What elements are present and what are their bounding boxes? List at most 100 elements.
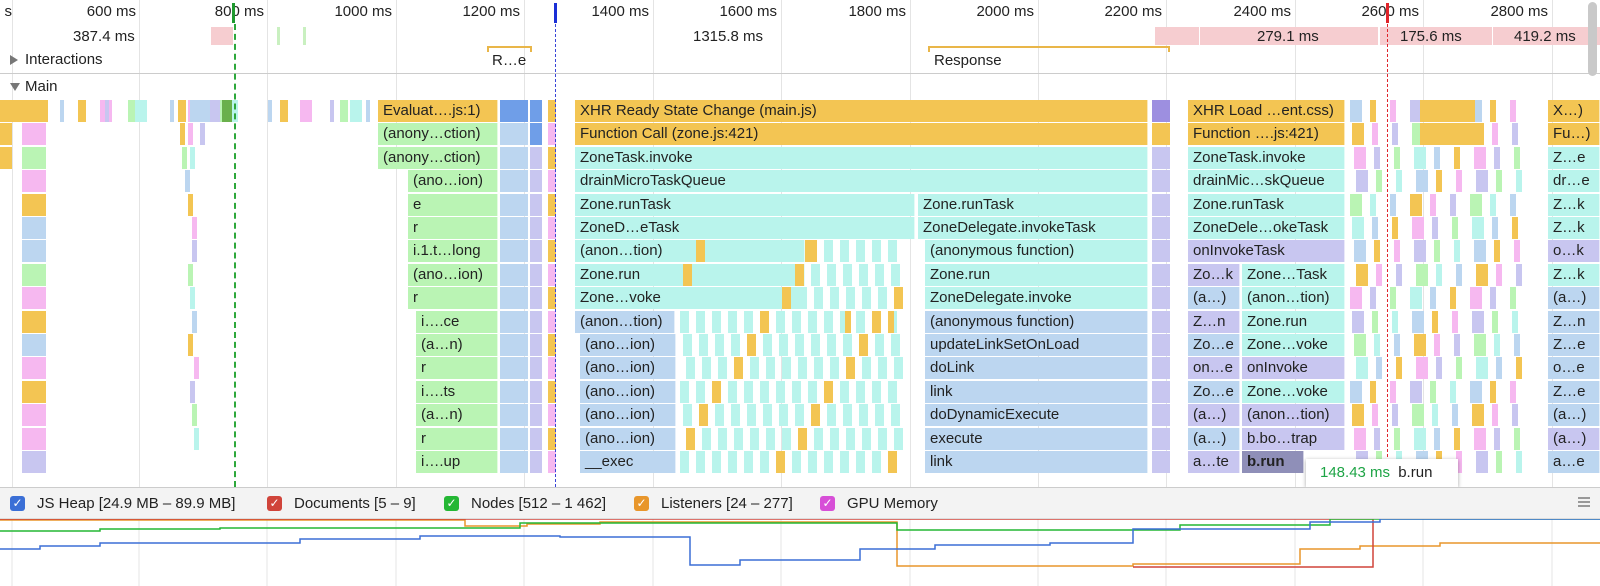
flame-stripe[interactable] (190, 380, 195, 403)
flame-stripe[interactable] (530, 427, 542, 450)
flame-stripe[interactable] (1454, 240, 1460, 263)
flame-event[interactable]: r (408, 287, 498, 310)
flame-stripe[interactable] (1352, 123, 1364, 146)
flame-stripe[interactable] (750, 427, 759, 450)
flame-event[interactable]: a…te (1188, 451, 1240, 473)
flame-event[interactable]: (anonymous function) (925, 240, 1148, 263)
flame-stripe[interactable] (792, 240, 801, 263)
flame-stripe[interactable] (776, 240, 785, 263)
flame-stripe[interactable] (170, 100, 174, 122)
flame-stripe[interactable] (1420, 100, 1475, 122)
flame-stripe[interactable] (1376, 263, 1382, 286)
flame-stripe[interactable] (1472, 217, 1484, 239)
flame-stripe[interactable] (1450, 380, 1456, 403)
flame-stripe[interactable] (830, 287, 839, 310)
flame-stripe[interactable] (300, 100, 312, 122)
flame-stripe[interactable] (1392, 404, 1398, 427)
flame-stripe[interactable] (728, 451, 737, 473)
flame-event[interactable]: ZoneTask.invoke (1188, 146, 1345, 169)
flame-stripe[interactable] (840, 380, 849, 403)
flame-event[interactable]: link (925, 380, 1148, 403)
flame-stripe[interactable] (859, 263, 868, 286)
flame-stripe[interactable] (0, 100, 48, 122)
flame-stripe[interactable] (814, 287, 823, 310)
flame-stripe[interactable] (862, 287, 871, 310)
flame-stripe[interactable] (862, 357, 871, 380)
flame-stripe[interactable] (530, 310, 542, 333)
flame-stripe[interactable] (891, 404, 900, 427)
flame-stripe[interactable] (686, 357, 695, 380)
flame-stripe[interactable] (1152, 357, 1170, 380)
flame-stripe[interactable] (782, 287, 791, 310)
flame-event[interactable]: drainMic…skQueue (1188, 170, 1345, 193)
flame-stripe[interactable] (1354, 146, 1366, 169)
flame-stripe[interactable] (1512, 123, 1518, 146)
flame-stripe[interactable] (1152, 193, 1170, 216)
flame-stripe[interactable] (1434, 334, 1440, 356)
flame-event[interactable]: Z…n (1548, 310, 1600, 333)
flame-stripe[interactable] (1390, 380, 1396, 403)
flame-stripe[interactable] (1494, 240, 1500, 263)
flame-event[interactable]: (a…) (1548, 287, 1600, 310)
flame-stripe[interactable] (1450, 287, 1456, 310)
flame-stripe[interactable] (1496, 357, 1502, 380)
flame-event[interactable]: (a…) (1548, 427, 1600, 450)
flame-stripe[interactable] (1416, 170, 1428, 193)
flame-stripe[interactable] (1352, 217, 1364, 239)
flame-event[interactable]: Zone…voke (1242, 334, 1345, 356)
flame-stripe[interactable] (0, 427, 12, 450)
flame-stripe[interactable] (0, 123, 12, 146)
flame-stripe[interactable] (734, 427, 743, 450)
flame-event[interactable]: Z…k (1548, 193, 1600, 216)
flame-stripe[interactable] (744, 240, 753, 263)
flame-stripe[interactable] (1416, 263, 1428, 286)
flame-stripe[interactable] (1452, 217, 1458, 239)
flame-event[interactable]: i….ts (416, 380, 498, 403)
flame-stripe[interactable] (731, 334, 740, 356)
flame-event[interactable]: (a…) (1188, 404, 1240, 427)
flame-stripe[interactable] (500, 146, 528, 169)
frame-bar[interactable] (1493, 27, 1600, 45)
flame-stripe[interactable] (1152, 240, 1170, 263)
flame-stripe[interactable] (1470, 287, 1482, 310)
flame-stripe[interactable] (811, 263, 820, 286)
flame-stripe[interactable] (548, 100, 556, 122)
flame-stripe[interactable] (702, 427, 711, 450)
flame-event[interactable]: a…e (1548, 451, 1600, 473)
flame-stripe[interactable] (846, 357, 855, 380)
flame-stripe[interactable] (1474, 334, 1486, 356)
flame-stripe[interactable] (1412, 217, 1424, 239)
flame-stripe[interactable] (22, 170, 46, 193)
flame-stripe[interactable] (1510, 193, 1516, 216)
flame-stripe[interactable] (1374, 427, 1380, 450)
flame-stripe[interactable] (696, 310, 705, 333)
flame-stripe[interactable] (891, 334, 900, 356)
flame-stripe[interactable] (1492, 123, 1498, 146)
flame-event[interactable]: (anonymous function) (925, 310, 1148, 333)
flame-stripe[interactable] (1152, 287, 1170, 310)
js-heap-checkbox[interactable]: ✓ (10, 496, 25, 511)
flame-stripe[interactable] (1492, 404, 1498, 427)
flame-stripe[interactable] (680, 451, 689, 473)
flame-event[interactable]: r (416, 427, 498, 450)
flame-stripe[interactable] (105, 100, 109, 122)
flame-event[interactable]: (anony…ction) (378, 123, 498, 146)
flame-event[interactable]: Zone.run (925, 263, 1148, 286)
flame-stripe[interactable] (22, 427, 46, 450)
flame-stripe[interactable] (683, 334, 692, 356)
flame-stripe[interactable] (1412, 404, 1424, 427)
flame-stripe[interactable] (840, 310, 849, 333)
flame-stripe[interactable] (1392, 310, 1398, 333)
flame-stripe[interactable] (548, 240, 556, 263)
flame-stripe[interactable] (530, 240, 542, 263)
flame-stripe[interactable] (135, 100, 147, 122)
flame-stripe[interactable] (1152, 123, 1170, 146)
flame-stripe[interactable] (1414, 240, 1426, 263)
flame-stripe[interactable] (188, 334, 193, 356)
flame-stripe[interactable] (280, 100, 288, 122)
flame-event[interactable]: dr…e (1548, 170, 1600, 193)
frame-bar[interactable] (1155, 27, 1199, 45)
flame-stripe[interactable] (843, 404, 852, 427)
flame-stripe[interactable] (830, 427, 839, 450)
flame-stripe[interactable] (686, 287, 695, 310)
